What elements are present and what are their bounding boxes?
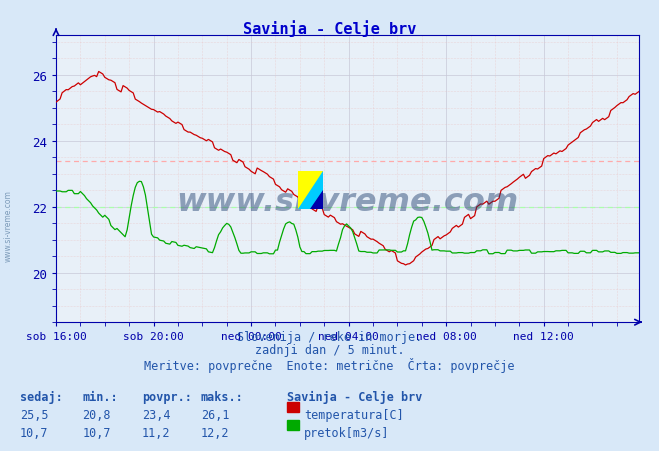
Text: www.si-vreme.com: www.si-vreme.com (3, 189, 13, 262)
Text: pretok[m3/s]: pretok[m3/s] (304, 426, 389, 439)
Text: Savinja - Celje brv: Savinja - Celje brv (287, 390, 422, 403)
Text: povpr.:: povpr.: (142, 390, 192, 403)
Text: min.:: min.: (82, 390, 118, 403)
Text: Savinja - Celje brv: Savinja - Celje brv (243, 20, 416, 37)
Text: 11,2: 11,2 (142, 426, 170, 439)
Text: 10,7: 10,7 (20, 426, 48, 439)
Text: sedaj:: sedaj: (20, 390, 63, 403)
Text: 25,5: 25,5 (20, 408, 48, 421)
Text: Slovenija / reke in morje.: Slovenija / reke in morje. (237, 330, 422, 343)
Polygon shape (298, 171, 323, 210)
Text: temperatura[C]: temperatura[C] (304, 408, 403, 421)
Text: 10,7: 10,7 (82, 426, 111, 439)
Polygon shape (298, 171, 323, 210)
Text: Meritve: povprečne  Enote: metrične  Črta: povprečje: Meritve: povprečne Enote: metrične Črta:… (144, 357, 515, 372)
Text: 26,1: 26,1 (201, 408, 229, 421)
Text: 12,2: 12,2 (201, 426, 229, 439)
Text: 23,4: 23,4 (142, 408, 170, 421)
Polygon shape (310, 190, 323, 210)
Text: zadnji dan / 5 minut.: zadnji dan / 5 minut. (254, 344, 405, 357)
Text: maks.:: maks.: (201, 390, 244, 403)
Bar (287, 402, 299, 412)
Text: 20,8: 20,8 (82, 408, 111, 421)
Text: www.si-vreme.com: www.si-vreme.com (177, 187, 519, 218)
Bar (287, 420, 299, 430)
